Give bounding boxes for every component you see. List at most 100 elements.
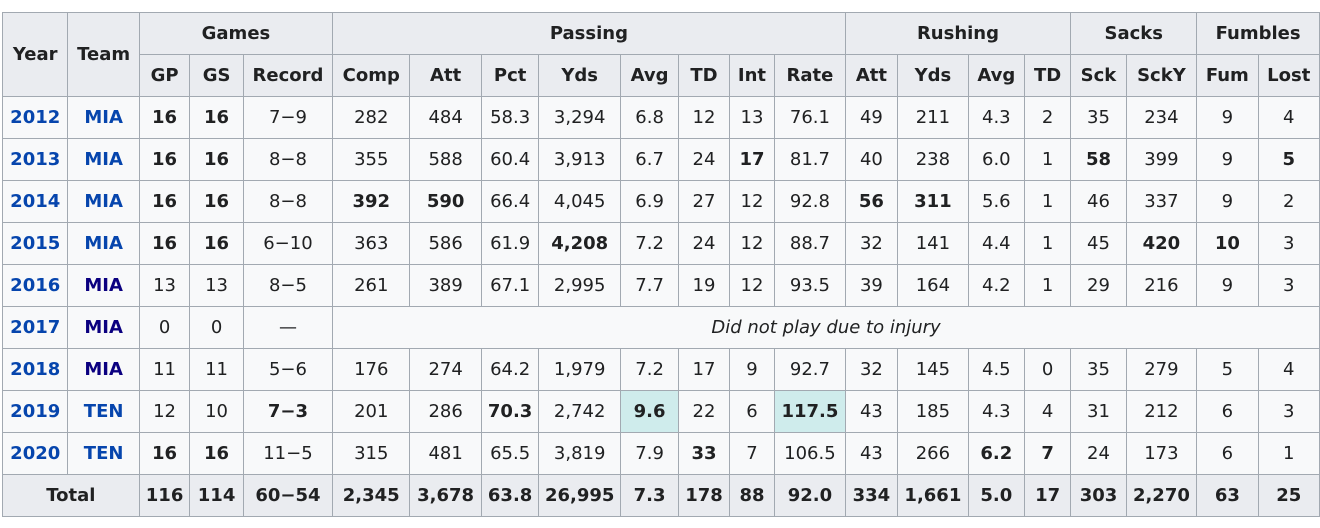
stat-cell-scky: 216 — [1125, 264, 1198, 307]
stat-cell-record: 8−5 — [242, 264, 334, 307]
year-link[interactable]: 2020 — [10, 443, 61, 464]
team-link[interactable]: TEN — [83, 401, 124, 422]
stat-cell-ravg: 4.2 — [967, 264, 1025, 307]
stat-cell-pct: 66.4 — [480, 180, 540, 223]
year-cell[interactable]: 2013 — [1, 138, 69, 181]
stat-cell-gp: 0 — [138, 306, 191, 349]
stat-cell-ryds: 185 — [897, 390, 969, 433]
team-link[interactable]: MIA — [84, 191, 123, 212]
stat-cell-fum: 6 — [1196, 432, 1259, 475]
stat-cell-td: 17 — [678, 348, 730, 391]
year-cell[interactable]: 2015 — [1, 222, 69, 265]
team-cell[interactable]: MIA — [67, 348, 140, 391]
table-row: 2016 MIA 13 13 8−5 261 389 67.1 2,995 7.7 19 12 93.5… — [1, 264, 1320, 307]
col-header-sck: Sck — [1070, 54, 1127, 97]
team-link[interactable]: TEN — [83, 443, 124, 464]
stat-cell-fum: 5 — [1196, 348, 1259, 391]
team-cell[interactable]: MIA — [67, 180, 140, 223]
stat-cell-record: 11−5 — [242, 432, 334, 475]
year-cell[interactable]: 2014 — [1, 180, 69, 223]
team-link[interactable]: MIA — [84, 275, 123, 296]
total-cell-yds: 26,995 — [538, 474, 621, 517]
stat-cell-fum: 9 — [1196, 138, 1259, 181]
stat-cell-gp: 13 — [138, 264, 191, 307]
team-link[interactable]: MIA — [84, 359, 123, 380]
team-link[interactable]: MIA — [84, 233, 123, 254]
stat-cell-scky: 420 — [1125, 222, 1198, 265]
total-cell-record: 60−54 — [242, 474, 334, 517]
team-cell[interactable]: MIA — [67, 306, 140, 349]
year-link[interactable]: 2016 — [10, 275, 61, 296]
did-not-play-note: Did not play due to injury — [332, 306, 1320, 349]
total-cell-ryds: 1,661 — [897, 474, 969, 517]
year-link[interactable]: 2017 — [10, 317, 61, 338]
year-link[interactable]: 2019 — [10, 401, 61, 422]
col-header-pass-yds: Yds — [538, 54, 621, 97]
stat-cell-ravg: 6.0 — [967, 138, 1025, 181]
year-cell[interactable]: 2018 — [1, 348, 69, 391]
stat-cell-scky: 399 — [1125, 138, 1198, 181]
team-cell[interactable]: MIA — [67, 96, 140, 139]
stat-cell-record: 8−8 — [242, 180, 334, 223]
stat-cell-yds: 3,819 — [538, 432, 621, 475]
total-cell-att: 3,678 — [409, 474, 482, 517]
team-cell[interactable]: TEN — [67, 390, 140, 433]
year-link[interactable]: 2014 — [10, 191, 61, 212]
total-cell-ratt: 334 — [844, 474, 899, 517]
year-cell[interactable]: 2016 — [1, 264, 69, 307]
table-body: 2012 MIA 16 16 7−9 282 484 58.3 3,294 6.8 12 13 76.1… — [1, 96, 1320, 517]
stat-cell-int: 9 — [728, 348, 776, 391]
total-cell-comp: 2,345 — [332, 474, 411, 517]
stat-cell-lost: 4 — [1257, 348, 1320, 391]
header-passing: Passing — [332, 12, 846, 55]
total-cell-scky: 2,270 — [1125, 474, 1198, 517]
col-header-record: Record — [242, 54, 334, 97]
year-cell[interactable]: 2019 — [1, 390, 69, 433]
team-cell[interactable]: MIA — [67, 264, 140, 307]
team-cell[interactable]: MIA — [67, 222, 140, 265]
total-cell-gs: 114 — [189, 474, 244, 517]
stat-cell-int: 7 — [728, 432, 776, 475]
stat-cell-yds: 1,979 — [538, 348, 621, 391]
table-row: 2012 MIA 16 16 7−9 282 484 58.3 3,294 6.8 12 13 76.1… — [1, 96, 1320, 139]
stat-cell-rate: 92.8 — [774, 180, 846, 223]
year-cell[interactable]: 2020 — [1, 432, 69, 475]
year-cell[interactable]: 2012 — [1, 96, 69, 139]
year-link[interactable]: 2018 — [10, 359, 61, 380]
year-link[interactable]: 2013 — [10, 149, 61, 170]
stat-cell-fum: 9 — [1196, 96, 1259, 139]
stat-cell-ravg: 4.3 — [967, 390, 1025, 433]
stat-cell-gp: 16 — [138, 180, 191, 223]
stat-cell-lost: 3 — [1257, 222, 1320, 265]
total-cell-fum: 63 — [1196, 474, 1259, 517]
year-link[interactable]: 2012 — [10, 107, 61, 128]
stat-cell-ratt: 43 — [844, 390, 899, 433]
team-cell[interactable]: MIA — [67, 138, 140, 181]
stat-cell-ravg: 5.6 — [967, 180, 1025, 223]
stat-cell-att: 588 — [409, 138, 482, 181]
stat-cell-rtd: 0 — [1023, 348, 1072, 391]
stat-cell-td: 19 — [678, 264, 730, 307]
stat-cell-yds: 4,208 — [538, 222, 621, 265]
stat-cell-rtd: 1 — [1023, 180, 1072, 223]
year-cell[interactable]: 2017 — [1, 306, 69, 349]
stat-cell-sck: 35 — [1070, 96, 1127, 139]
stat-cell-ratt: 32 — [844, 348, 899, 391]
col-header-gs: GS — [189, 54, 244, 97]
team-link[interactable]: MIA — [84, 107, 123, 128]
stat-cell-comp: 176 — [332, 348, 411, 391]
stat-cell-ratt: 56 — [844, 180, 899, 223]
total-cell-pct: 63.8 — [480, 474, 540, 517]
stat-cell-yds: 3,294 — [538, 96, 621, 139]
team-cell[interactable]: TEN — [67, 432, 140, 475]
stat-cell-avg: 7.2 — [619, 348, 680, 391]
team-link[interactable]: MIA — [84, 317, 123, 338]
year-link[interactable]: 2015 — [10, 233, 61, 254]
total-cell-ravg: 5.0 — [967, 474, 1025, 517]
stat-cell-scky: 212 — [1125, 390, 1198, 433]
stat-cell-pct: 67.1 — [480, 264, 540, 307]
team-link[interactable]: MIA — [84, 149, 123, 170]
stat-cell-gp: 16 — [138, 138, 191, 181]
stat-cell-pct: 60.4 — [480, 138, 540, 181]
stat-cell-pct: 64.2 — [480, 348, 540, 391]
